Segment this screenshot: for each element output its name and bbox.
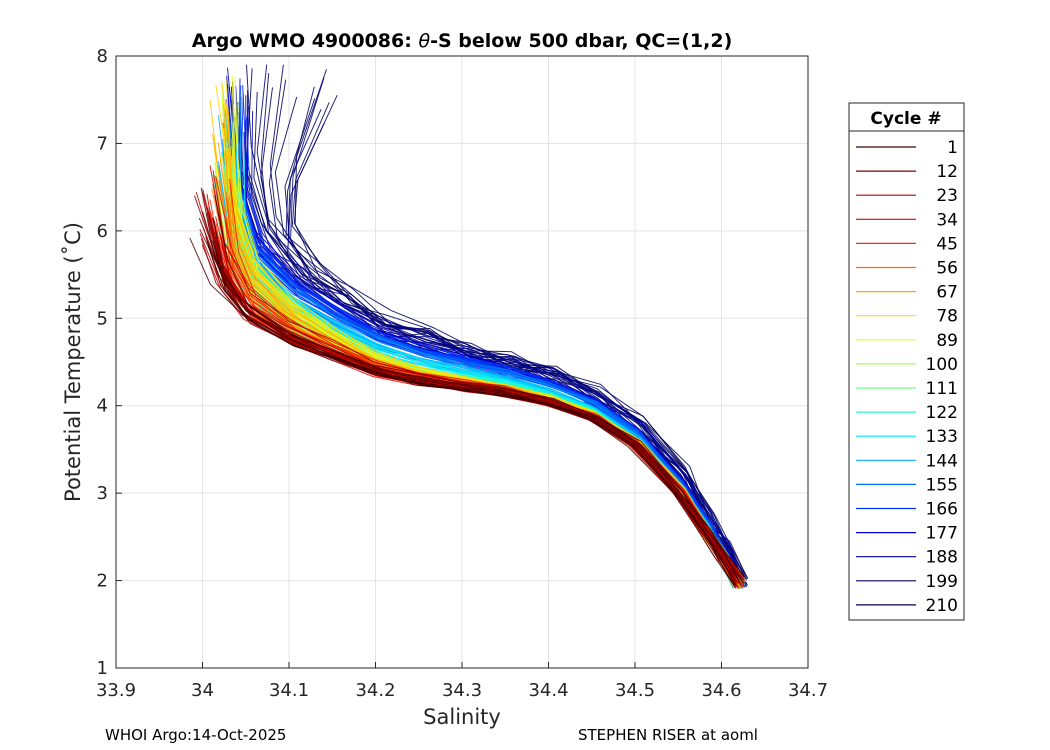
legend-title: Cycle #: [870, 109, 941, 129]
legend-entry-label: 67: [936, 283, 958, 303]
footer-right: STEPHEN RISER at aoml: [578, 726, 758, 744]
profile-line: [251, 110, 744, 582]
legend-entry-label: 78: [936, 307, 958, 327]
profile-line: [223, 117, 741, 588]
legend-entry-label: 122: [926, 403, 958, 423]
legend-entry-label: 56: [936, 259, 958, 279]
x-ticks: 33.9 34 34.1 34.2 34.3 34.4 34.5 34.6 34.7: [96, 662, 828, 701]
legend-entry-label: 188: [926, 548, 958, 568]
x-tick-label: 34.6: [701, 680, 741, 701]
legend-entry-label: 23: [936, 186, 958, 206]
chart-title: Argo WMO 4900086: θ-S below 500 dbar, QC…: [192, 30, 733, 52]
legend-entry-label: 34: [936, 210, 958, 230]
x-tick-label: 33.9: [96, 680, 136, 701]
y-tick-label: 2: [97, 571, 108, 592]
y-tick-label: 4: [97, 396, 108, 417]
legend-entries: 1 12 23 34 45 56 67 78 89 100 111 122 133 144 155 166 17…: [856, 138, 958, 616]
legend-entry-label: 177: [926, 524, 958, 544]
legend-entry-label: 199: [926, 572, 958, 592]
y-ticks: 1 2 3 4 5 6 7 8: [97, 46, 122, 679]
x-tick-label: 34.4: [528, 680, 568, 701]
x-tick-label: 34.7: [788, 680, 828, 701]
x-tick-label: 34.5: [615, 680, 655, 701]
legend-entry-label: 210: [926, 596, 958, 616]
profile-line: [207, 245, 741, 585]
legend-box: [848, 102, 965, 621]
profile-line: [211, 240, 734, 585]
x-axis-label: Salinity: [423, 705, 501, 729]
x-tick-label: 34.2: [355, 680, 395, 701]
profile-line: [245, 116, 744, 585]
footer-left: WHOI Argo:14-Oct-2025: [105, 726, 286, 744]
y-tick-label: 1: [97, 658, 108, 679]
legend-entry-label: 111: [926, 379, 958, 399]
y-tick-label: 7: [97, 133, 108, 154]
profile-line: [223, 122, 743, 589]
profile-line: [211, 217, 740, 589]
x-tick-label: 34.1: [269, 680, 309, 701]
profile-lines: [189, 64, 748, 590]
x-tick-label: 34.3: [442, 680, 482, 701]
legend-entry-label: 144: [926, 451, 958, 471]
profile-line: [206, 207, 743, 588]
legend-entry-label: 1: [947, 138, 958, 158]
y-axis-label: Potential Temperature (˚C): [61, 222, 85, 502]
legend-entry-label: 166: [926, 500, 958, 520]
profile-line: [223, 129, 743, 587]
profile-line: [206, 240, 745, 577]
legend-entry-label: 100: [926, 355, 958, 375]
profile-line: [232, 140, 739, 578]
y-tick-label: 3: [97, 483, 108, 504]
y-tick-label: 5: [97, 308, 108, 329]
legend: Cycle # 1 12 23 34 45 56 67 78 89 100 111 122 133 144…: [848, 102, 965, 621]
profile-line: [209, 165, 742, 581]
legend-entry-label: 155: [926, 475, 958, 495]
legend-entry-label: 133: [926, 427, 958, 447]
x-tick-label: 34: [191, 680, 214, 701]
legend-entry-label: 12: [936, 162, 958, 182]
profile-line: [246, 64, 748, 579]
profile-line: [213, 240, 744, 584]
legend-entry-label: 45: [936, 234, 958, 254]
profile-line: [245, 95, 744, 584]
y-tick-label: 8: [97, 46, 108, 67]
y-tick-label: 6: [97, 221, 108, 242]
profile-line: [212, 218, 737, 586]
legend-entry-label: 89: [936, 331, 958, 351]
